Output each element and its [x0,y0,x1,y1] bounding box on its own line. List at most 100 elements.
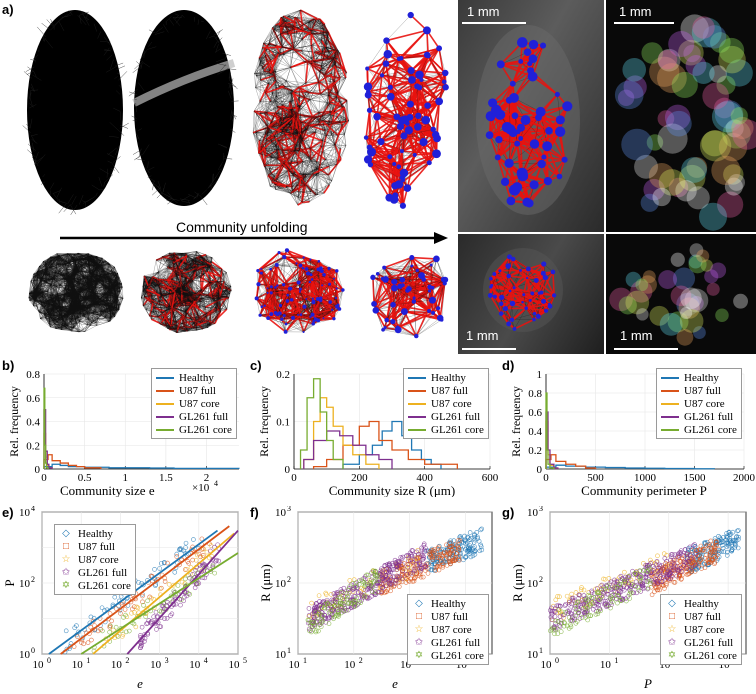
x-tick-exponent: 1 [614,656,618,665]
y-tick-label: 0 [285,464,291,476]
legend-e-gl261-full-label: GL261 full [78,567,127,579]
fit-line-u87-core [92,532,235,655]
legend-e-gl261-core: ✡ GL261 core [59,579,131,592]
photo-network-overlay-bottom [483,248,563,332]
panel-label-g: g) [502,505,514,520]
brain-communities-top-right [606,0,756,232]
y-axis-label: Rel. frequency [7,386,21,457]
legend-d-u87-core-label: U87 core [684,398,725,410]
legend-b-u87-full-label: U87 full [179,385,216,397]
y-tick-exponent: 0 [31,646,35,655]
series-gl261-core [545,392,555,469]
series-u87-full [378,538,463,596]
x-axis-label: e [392,676,398,691]
brain-network-dense-1 [22,10,129,215]
x-tick-exponent: 2 [359,656,363,665]
legend-d-u87-full: U87 full [661,384,737,397]
y-tick-exponent: 2 [539,575,543,584]
x-axis-label: Community size R (μm) [329,483,456,497]
x-tick-label: 10 [400,659,412,671]
y-tick-label: 0.6 [528,407,542,419]
legend-d: Healthy U87 full U87 core GL261 full GL2… [656,368,742,439]
fit-line-gl261-full [126,529,239,655]
x-tick-label: 1500 [684,472,707,484]
legend-f-u87-core-label: U87 core [431,624,472,636]
legend-g-healthy: ◇ Healthy [665,597,737,610]
x-axis-exponent: ×10 [192,482,210,494]
x-tick-label: 0.5 [78,472,92,484]
x-tick-label: 10 [229,659,241,671]
legend-g-u87-full-label: U87 full [684,611,721,623]
series-gl261-core [305,568,381,635]
community-patches-top [614,14,756,231]
photo-network-bottom [487,254,557,331]
x-tick-label: 200 [351,472,368,484]
legend-g-gl261-full: ✩ GL261 full [665,636,737,649]
x-tick-label: 1.5 [159,472,173,484]
legend-b-gl261-core: GL261 core [156,423,232,436]
legend-d-healthy-label: Healthy [684,372,719,384]
y-tick-label: 1 [537,369,543,381]
y-tick-label: 0.4 [528,426,542,438]
legend-f-gl261-full: ✩ GL261 full [412,636,484,649]
panel-label-d: d) [502,358,514,373]
legend-b-u87-core-label: U87 core [179,398,220,410]
x-tick-label: 10 [72,659,84,671]
legend-e-gl261-core-label: GL261 core [78,580,131,592]
legend-d-u87-full-label: U87 full [684,385,721,397]
x-tick-label: 2 [204,472,210,484]
legend-f-gl261-full-label: GL261 full [431,637,480,649]
scale-bar-1 [462,22,526,24]
legend-f-gl261-core: ✡ GL261 core [412,649,484,662]
y-tick-label: 0 [537,464,543,476]
legend-e-healthy-label: Healthy [78,528,113,540]
legend-f-healthy: ◇ Healthy [412,597,484,610]
y-axis-label: R (μm) [258,564,273,602]
scale-text-2: 1 mm [619,4,652,19]
x-tick-label: 600 [482,472,499,484]
y-tick-label: 0.6 [26,393,40,405]
y-tick-label: 0.2 [26,440,40,452]
series-gl261-core [43,387,49,469]
x-tick-label: 0 [41,472,47,484]
legend-b-gl261-full-label: GL261 full [179,411,228,423]
panel-label-f: f) [250,505,259,520]
network-figure [22,9,449,339]
legend-g: ◇ Healthy □ U87 full ☆ U87 core ✩ GL261 full… [660,594,742,665]
y-tick-label: 0.8 [528,388,542,400]
scale-text-1: 1 mm [467,4,500,19]
x-tick-label: 400 [416,472,433,484]
legend-g-gl261-core-label: GL261 core [684,650,737,662]
tumor-network-level-3 [254,248,345,334]
y-tick-exponent: 2 [31,575,35,584]
legend-c-gl261-core-label: GL261 core [431,424,484,436]
legend-e: ◇ Healthy □ U87 full ☆ U87 core ✩ GL261 full… [54,524,136,595]
x-tick-label: 0 [543,472,549,484]
legend-e-healthy: ◇ Healthy [59,527,131,540]
x-tick-label: 10 [541,659,553,671]
x-axis-label: e [137,676,143,691]
x-tick-label: 10 [189,659,201,671]
y-tick-label: 10 [275,578,287,590]
photo-network-top [485,37,573,208]
panel-label-a: a) [2,2,14,17]
brain-communities-bottom-right [606,234,756,354]
y-tick-exponent: 3 [539,506,543,513]
x-tick-label: 2000 [733,472,756,484]
x-tick-label: 10 [456,659,468,671]
legend-d-gl261-full-label: GL261 full [684,411,733,423]
x-axis-label: P [643,676,652,691]
legend-e-u87-core: ☆ U87 core [59,553,131,566]
photo-overlays [476,14,756,346]
x-tick-exponent: 3 [165,656,169,665]
brain-network-level-3 [252,9,349,206]
y-tick-exponent: 3 [287,506,291,513]
legend-e-u87-full-label: U87 full [78,541,115,553]
x-tick-label: 1 [123,472,129,484]
y-tick-label: 10 [527,649,539,661]
series-u87-full [312,420,458,469]
y-tick-label: 10 [527,578,539,590]
legend-d-gl261-full: GL261 full [661,410,737,423]
x-tick-label: 10 [344,659,356,671]
y-tick-label: 10 [19,649,31,661]
